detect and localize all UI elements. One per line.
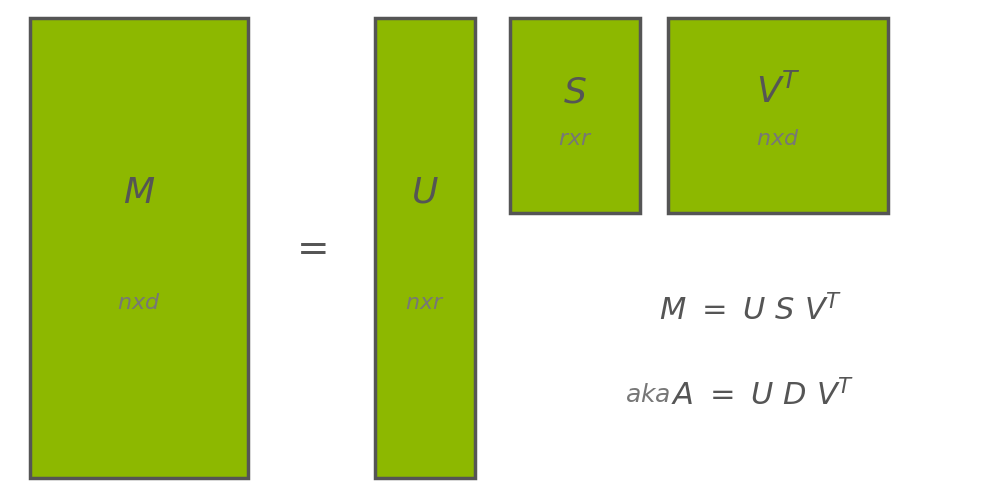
Text: $\boldsymbol{\mathit{A}}\ =\ \boldsymbol{\mathit{U}}\ \boldsymbol{\mathit{D}}\ \: $\boldsymbol{\mathit{A}}\ =\ \boldsymbol… [671,379,853,411]
Bar [510,18,640,213]
Bar [30,18,248,478]
Text: $\mathit{n x r}$: $\mathit{n x r}$ [405,293,445,313]
Text: $\mathit{aka}$: $\mathit{aka}$ [626,383,671,407]
Text: $\boldsymbol{\mathit{M}}\ =\ \boldsymbol{\mathit{U}}\ \boldsymbol{\mathit{S}}\ \: $\boldsymbol{\mathit{M}}\ =\ \boldsymbol… [659,294,841,326]
Bar [375,18,475,478]
Text: $\boldsymbol{\mathit{M}}$: $\boldsymbol{\mathit{M}}$ [123,176,155,210]
Text: $\boldsymbol{\mathit{U}}$: $\boldsymbol{\mathit{U}}$ [411,176,439,210]
Text: $\mathit{n x d}$: $\mathit{n x d}$ [118,293,161,313]
Text: $\mathit{r x r}$: $\mathit{r x r}$ [557,129,593,149]
Text: $\boldsymbol{\mathit{S}}$: $\boldsymbol{\mathit{S}}$ [563,75,586,109]
Bar [668,18,888,213]
Text: $\boldsymbol{\mathit{V}}^{\boldsymbol{\mathit{T}}}$: $\boldsymbol{\mathit{V}}^{\boldsymbol{\m… [756,74,800,110]
Text: $\mathit{n x d}$: $\mathit{n x d}$ [757,129,800,149]
Text: $=$: $=$ [289,229,327,267]
